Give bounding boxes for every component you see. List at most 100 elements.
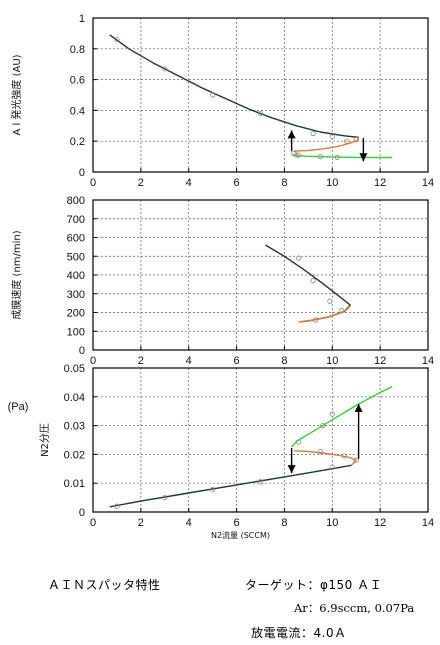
plot-area	[93, 368, 428, 512]
y-tick-label: 0.03	[64, 421, 85, 433]
x-tick-label: 14	[422, 177, 434, 189]
data-point	[344, 138, 350, 144]
data-point	[341, 453, 347, 459]
plot-frame	[92, 17, 429, 173]
transition-arrowhead	[287, 465, 296, 474]
y-tick-label: 800	[67, 195, 85, 207]
x-tick-label: 6	[234, 355, 240, 367]
y-axis-label: N2分圧	[39, 423, 51, 457]
plot-area	[93, 200, 428, 350]
data-point	[162, 66, 168, 72]
y-tick-label: 0.01	[64, 478, 85, 490]
data-point	[310, 130, 316, 137]
transition-arrowhead	[354, 404, 363, 412]
x-tick-label: 14	[422, 355, 434, 367]
data-point	[339, 308, 345, 314]
data-point	[329, 133, 335, 140]
y-tick-label: 400	[67, 270, 85, 282]
y-tick-label: 300	[67, 289, 85, 301]
data-point	[329, 411, 335, 417]
data-point	[327, 298, 333, 304]
chart-panel-n2-pressure: 0 2 4 6 8 10 12 14 0 0.01 0.02 0.03 0.04 0.05 N2分圧 (Pa)…	[8, 363, 435, 540]
data-point	[296, 255, 302, 261]
data-point	[317, 154, 323, 160]
x-tick-label: 8	[281, 355, 287, 367]
y-tick-label: 500	[67, 251, 85, 263]
x-tick-label: 2	[138, 177, 144, 189]
data-point	[320, 422, 326, 429]
data-point	[210, 486, 216, 493]
y-tick-label: 1	[79, 13, 85, 25]
data-point	[353, 457, 359, 463]
data-point	[257, 479, 264, 485]
data-point	[291, 150, 297, 157]
data-point	[114, 503, 120, 509]
y-tick-label: 0.02	[64, 449, 85, 461]
data-point	[257, 110, 264, 117]
y-tick-label: 0.6	[70, 75, 85, 87]
x-tick-label: 0	[90, 177, 96, 189]
data-point	[296, 152, 302, 158]
caption-target: ターゲット：φ150 ＡＩ	[245, 578, 383, 592]
y-tick-label: 0.4	[70, 105, 85, 117]
figure: 0 2 4 6 8 10 12 14 0 0.2 0.4 0.6 0.8 1 A l 発光強度 (AU) 0…	[8, 13, 435, 540]
y-axis-unit: (Pa)	[8, 401, 29, 413]
y-tick-label: 0.2	[70, 136, 85, 148]
data-point	[310, 278, 316, 284]
y-axis-label: A l 発光強度 (AU)	[10, 54, 23, 135]
series-line	[293, 450, 357, 466]
series-line	[293, 137, 360, 152]
x-tick-label: 4	[186, 177, 192, 189]
caption-gas: Ar：6.9sccm, 0.07Pa	[294, 601, 415, 615]
caption-current: 放電電流：4.0Ａ	[251, 626, 347, 640]
chart-panel-deposition-rate: 0 2 4 6 8 10 12 14 0 100 200 300 400 500 600 700 800 成膜速度…	[10, 195, 434, 367]
x-tick-label: 8	[281, 177, 287, 189]
y-tick-label: 0.05	[64, 363, 85, 375]
x-tick-label: 4	[186, 517, 192, 529]
data-point	[334, 154, 340, 160]
x-tick-label: 0	[90, 355, 96, 367]
data-point	[312, 317, 319, 323]
data-point	[210, 92, 216, 98]
data-point	[317, 448, 323, 455]
transition-arrowhead	[287, 130, 296, 139]
x-tick-label: 10	[326, 177, 338, 189]
x-tick-label: 4	[186, 355, 192, 367]
plot-frame	[92, 367, 429, 513]
data-point	[329, 464, 335, 470]
x-tick-label: 12	[374, 517, 386, 529]
y-tick-label: 700	[67, 214, 85, 226]
x-tick-label: 12	[374, 177, 386, 189]
y-axis-label: 成膜速度 (nm/min)	[10, 230, 23, 319]
x-tick-label: 2	[138, 355, 144, 367]
y-tick-label: 100	[67, 326, 85, 338]
plot-area	[93, 18, 428, 172]
y-tick-label: 0.8	[70, 44, 85, 56]
y-tick-label: 0	[79, 345, 85, 357]
y-tick-label: 200	[67, 308, 85, 320]
x-tick-label: 10	[326, 517, 338, 529]
data-point	[162, 494, 168, 501]
series-line	[298, 305, 351, 323]
x-axis-label: N2流量 (SCCM)	[211, 530, 270, 540]
data-point	[114, 36, 120, 43]
plot-frame	[92, 199, 429, 351]
x-tick-label: 12	[374, 355, 386, 367]
x-tick-label: 2	[138, 517, 144, 529]
transition-arrowhead	[359, 153, 368, 162]
series-line	[109, 34, 359, 138]
caption-title: ＡＩＮスパッタ特性	[48, 578, 161, 592]
chart-panel-emission: 0 2 4 6 8 10 12 14 0 0.2 0.4 0.6 0.8 1 A l 発光強度 (AU)	[10, 13, 434, 189]
series-line	[109, 464, 352, 508]
y-tick-label: 0	[79, 507, 85, 519]
x-tick-label: 0	[90, 517, 96, 529]
x-tick-label: 6	[234, 177, 240, 189]
x-tick-label: 8	[281, 517, 287, 529]
y-tick-label: 600	[67, 233, 85, 245]
data-point	[353, 137, 359, 143]
y-tick-label: 0	[79, 167, 85, 179]
x-tick-label: 14	[422, 517, 434, 529]
x-tick-label: 6	[234, 517, 240, 529]
x-tick-label: 10	[326, 355, 338, 367]
y-tick-label: 0.04	[64, 392, 85, 404]
